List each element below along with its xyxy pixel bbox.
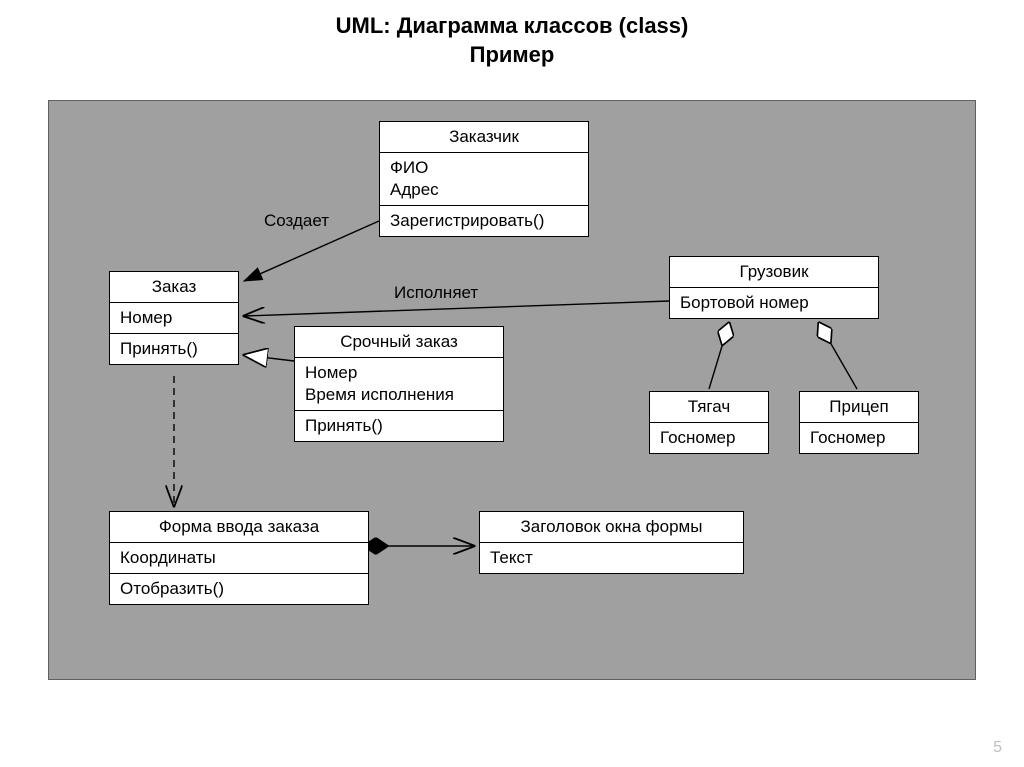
class-attrs: Координаты [110,543,368,574]
edge-inheritance-urgent [244,355,294,361]
class-attrs: Госномер [650,423,768,453]
class-attrs: Текст [480,543,743,573]
class-customer: Заказчик ФИО Адрес Зарегистрировать() [379,121,589,237]
class-attrs: Бортовой номер [670,288,878,318]
class-tractor: Тягач Госномер [649,391,769,454]
class-attrs: Номер Время исполнения [295,358,503,411]
edge-label-creates: Создает [264,211,329,231]
class-name: Форма ввода заказа [110,512,368,543]
class-form: Форма ввода заказа Координаты Отобразить… [109,511,369,605]
edge-executes [244,301,669,316]
class-name: Тягач [650,392,768,423]
class-name: Заказчик [380,122,588,153]
class-ops: Принять() [110,334,238,364]
edge-agg-tractor [709,323,729,389]
class-ops: Зарегистрировать() [380,206,588,236]
class-attrs: Номер [110,303,238,334]
class-attrs: Госномер [800,423,918,453]
class-caption: Заголовок окна формы Текст [479,511,744,574]
class-trailer: Прицеп Госномер [799,391,919,454]
class-order: Заказ Номер Принять() [109,271,239,365]
class-truck: Грузовик Бортовой номер [669,256,879,319]
page-title: UML: Диаграмма классов (class) Пример [0,0,1024,69]
diagram-canvas: Создает Исполняет Заказчик ФИО Адрес Зар… [48,100,976,680]
class-name: Срочный заказ [295,327,503,358]
class-name: Заказ [110,272,238,303]
class-name: Прицеп [800,392,918,423]
title-line2: Пример [0,41,1024,70]
class-ops: Принять() [295,411,503,441]
page-number: 5 [993,739,1002,757]
title-line1: UML: Диаграмма классов (class) [0,12,1024,41]
class-attrs: ФИО Адрес [380,153,588,206]
edge-agg-trailer [819,323,857,389]
edge-label-executes: Исполняет [394,283,478,303]
class-ops: Отобразить() [110,574,368,604]
class-name: Заголовок окна формы [480,512,743,543]
class-urgent-order: Срочный заказ Номер Время исполнения При… [294,326,504,442]
class-name: Грузовик [670,257,878,288]
